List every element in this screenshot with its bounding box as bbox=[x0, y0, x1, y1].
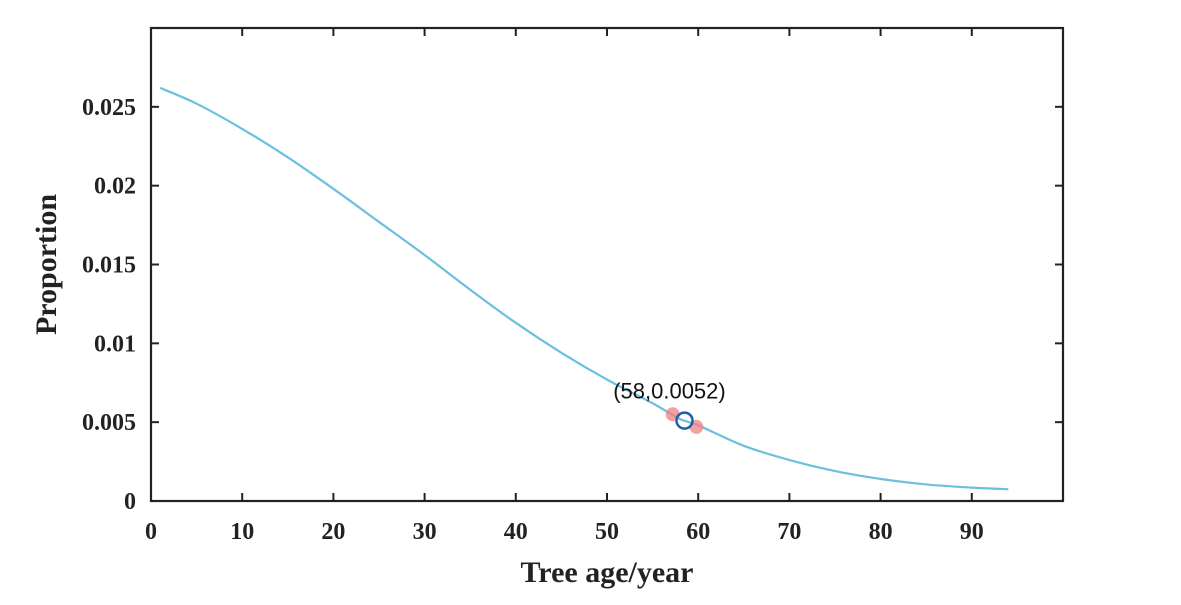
x-tick-label: 90 bbox=[960, 519, 984, 545]
series-line bbox=[159, 86, 1009, 491]
x-tick-label: 0 bbox=[145, 519, 157, 545]
highlight-annotation: (58,0.0052) bbox=[613, 379, 726, 404]
tick-labels: 0 10 20 30 40 50 60 70 80 90 0 0.005 0.01 0.015 0.02 0.… bbox=[82, 95, 984, 545]
x-tick-label: 20 bbox=[321, 519, 345, 545]
y-tick-label: 0.01 bbox=[94, 331, 136, 357]
x-axis-title: Tree age/year bbox=[521, 556, 694, 589]
x-tick-label: 60 bbox=[686, 519, 710, 545]
y-axis-title: Proportion bbox=[30, 194, 63, 335]
x-tick-label: 50 bbox=[595, 519, 619, 545]
y-tick-label: 0.025 bbox=[82, 95, 136, 121]
x-tick-label: 70 bbox=[777, 519, 801, 545]
highlight-point bbox=[675, 411, 694, 430]
x-tick-label: 30 bbox=[413, 519, 437, 545]
y-tick-label: 0 bbox=[124, 489, 136, 515]
plot-frame bbox=[149, 26, 1065, 503]
y-tick-label: 0.015 bbox=[82, 253, 136, 279]
y-tick-label: 0.02 bbox=[94, 174, 136, 200]
axis-ticks bbox=[150, 28, 1063, 502]
x-tick-label: 10 bbox=[230, 519, 254, 545]
x-tick-label: 80 bbox=[869, 519, 893, 545]
highlight-markers bbox=[665, 407, 704, 434]
y-tick-label: 0.005 bbox=[82, 410, 136, 436]
x-tick-label: 40 bbox=[504, 519, 528, 545]
